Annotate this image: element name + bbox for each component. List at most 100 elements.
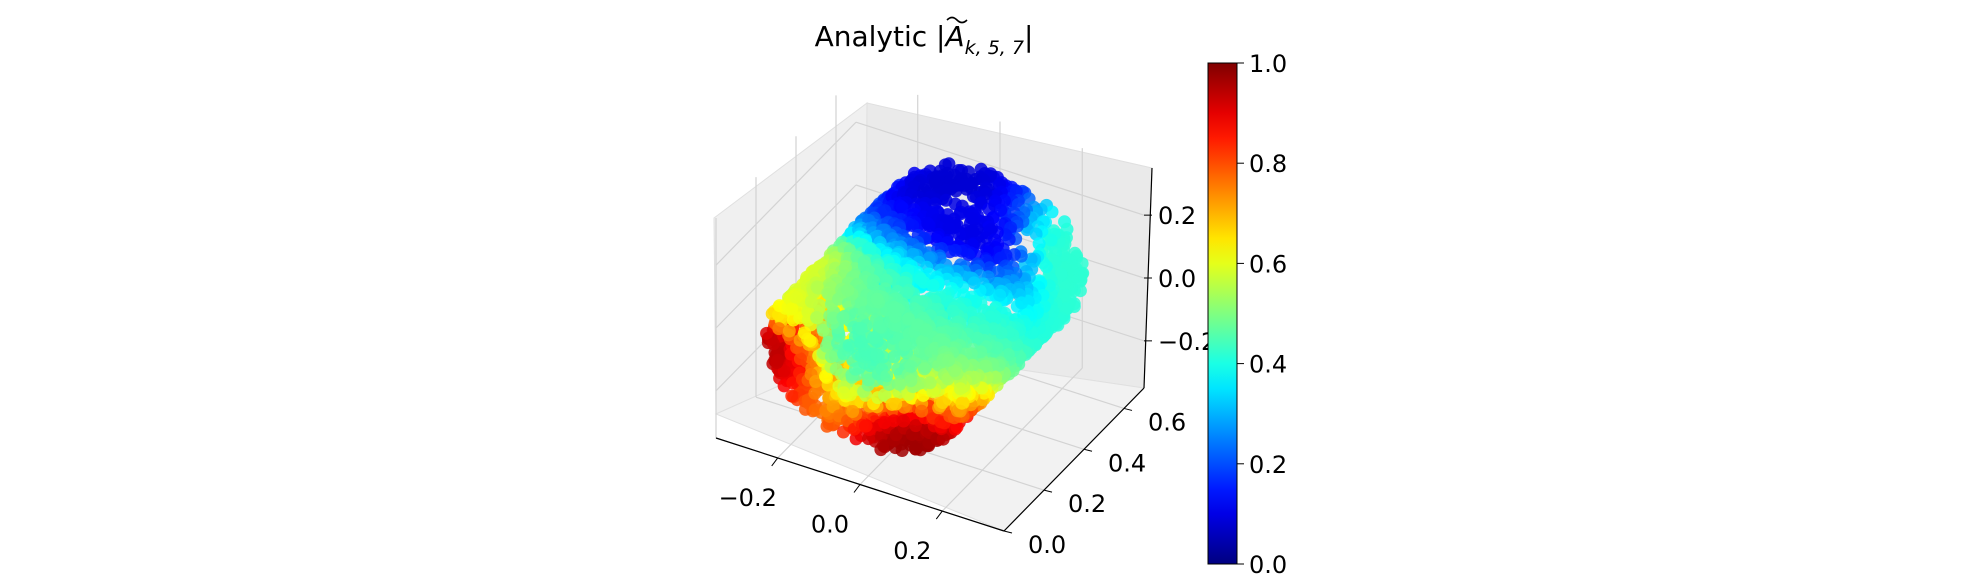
scatter-point xyxy=(816,323,830,337)
scatter-point xyxy=(810,311,824,324)
scatter-point xyxy=(867,330,881,344)
scatter-point xyxy=(841,283,855,297)
scatter-point xyxy=(1044,233,1058,247)
scatter-point xyxy=(923,376,937,390)
scatter-point xyxy=(772,322,786,336)
scatter-point xyxy=(1045,205,1059,219)
x-tick-label: 0.0 xyxy=(811,511,849,539)
scatter-point xyxy=(948,243,962,257)
scatter-point xyxy=(826,400,840,414)
scatter-point xyxy=(887,350,901,364)
scatter-point xyxy=(808,386,822,400)
z-tick-label: −0.2 xyxy=(1158,328,1216,356)
scatter-point xyxy=(878,440,892,454)
axis-ticks: −0.20.00.2 0.00.20.40.6−0.20.00.2 xyxy=(719,202,1217,565)
scatter-point xyxy=(887,414,901,428)
scatter-point xyxy=(993,288,1007,302)
chart-title-prefix: Analytic | xyxy=(815,20,946,53)
scatter-point xyxy=(889,397,903,411)
scatter-point xyxy=(1058,288,1072,302)
scatter-point xyxy=(1032,237,1046,251)
y-tick-label: 0.0 xyxy=(1028,531,1066,559)
scatter-point xyxy=(790,290,804,304)
scatter-point xyxy=(922,219,936,232)
scatter-point xyxy=(913,344,927,358)
scatter-point xyxy=(782,324,796,338)
colorbar-tick-label: 1.0 xyxy=(1249,50,1287,78)
y-tick-label: 0.2 xyxy=(1068,490,1106,518)
scatter-point xyxy=(836,425,850,439)
scatter-point xyxy=(829,362,843,376)
scatter-point xyxy=(968,295,982,309)
scatter-point xyxy=(898,338,912,352)
scatter-point xyxy=(948,364,961,378)
scatter-point xyxy=(964,211,978,225)
scatter-point xyxy=(785,389,799,403)
scatter-point xyxy=(793,352,807,366)
scatter-point xyxy=(1001,348,1015,362)
scatter-point xyxy=(916,334,929,348)
scatter-point xyxy=(866,274,880,288)
axes-3d: −0.20.00.2 0.00.20.40.6−0.20.00.2 xyxy=(713,94,1217,565)
y-tick-mark xyxy=(1043,489,1053,493)
scatter-point xyxy=(785,302,799,316)
x-tick-mark xyxy=(771,457,779,467)
z-tick-label: 0.2 xyxy=(1158,202,1196,230)
y-tick-label: 0.4 xyxy=(1108,449,1146,477)
y-tick-label: 0.6 xyxy=(1148,408,1186,436)
grid-line xyxy=(941,367,1083,512)
colorbar-tick-label: 0.8 xyxy=(1249,150,1287,178)
scatter-point xyxy=(953,228,967,242)
scatter-point xyxy=(926,279,940,292)
chart-title-symbol: A xyxy=(943,20,964,53)
scatter-point xyxy=(870,292,884,306)
scatter-point xyxy=(906,219,920,233)
scatter-point xyxy=(820,419,834,433)
scatter-point xyxy=(991,265,1005,279)
title-tilde-mark xyxy=(946,16,968,24)
scatter-point xyxy=(873,320,887,334)
y-tick-mark xyxy=(1123,407,1133,411)
scatter-point xyxy=(939,183,953,197)
scatter-point xyxy=(846,405,860,418)
scatter-point xyxy=(936,432,950,446)
y-tick-mark xyxy=(1083,448,1093,452)
x-tick-label: 0.2 xyxy=(893,537,931,565)
scatter-point xyxy=(798,326,811,340)
scatter-point xyxy=(891,362,905,376)
scatter-point xyxy=(766,337,780,351)
grid-line xyxy=(715,121,857,266)
scatter-point xyxy=(893,377,907,391)
scatter-point xyxy=(1024,252,1038,266)
scatter-point xyxy=(902,312,916,326)
scatter-point xyxy=(887,300,901,314)
scatter-point xyxy=(1039,260,1053,274)
colorbar-tick-label: 0.4 xyxy=(1249,351,1287,379)
scatter-point xyxy=(804,295,818,309)
scatter-point xyxy=(771,353,785,367)
grid-line xyxy=(715,184,857,329)
scatter-point xyxy=(904,374,918,388)
grid-line xyxy=(855,121,1145,216)
scatter-point xyxy=(1029,227,1043,241)
colorbar-gradient xyxy=(1207,62,1238,565)
scatter-point xyxy=(760,326,774,340)
scatter-point xyxy=(811,281,825,295)
scatter-point xyxy=(942,353,955,367)
scatter-points xyxy=(760,157,1090,457)
scatter-point xyxy=(967,276,981,290)
chart-title-suffix: | xyxy=(1024,20,1033,53)
colorbar-tick-label: 0.2 xyxy=(1249,451,1287,479)
scatter-point xyxy=(949,184,963,198)
x-tick-label: −0.2 xyxy=(719,484,777,512)
scatter-point xyxy=(826,311,840,325)
scatter-point xyxy=(983,310,997,324)
scatter-point xyxy=(836,310,850,324)
scatter-point xyxy=(909,419,923,433)
y-tick-mark xyxy=(1003,530,1013,534)
scatter-point xyxy=(970,331,984,345)
scatter-point xyxy=(946,304,960,318)
scatter-point xyxy=(1054,267,1068,281)
scatter-point xyxy=(955,396,969,410)
scatter-point xyxy=(820,339,833,353)
